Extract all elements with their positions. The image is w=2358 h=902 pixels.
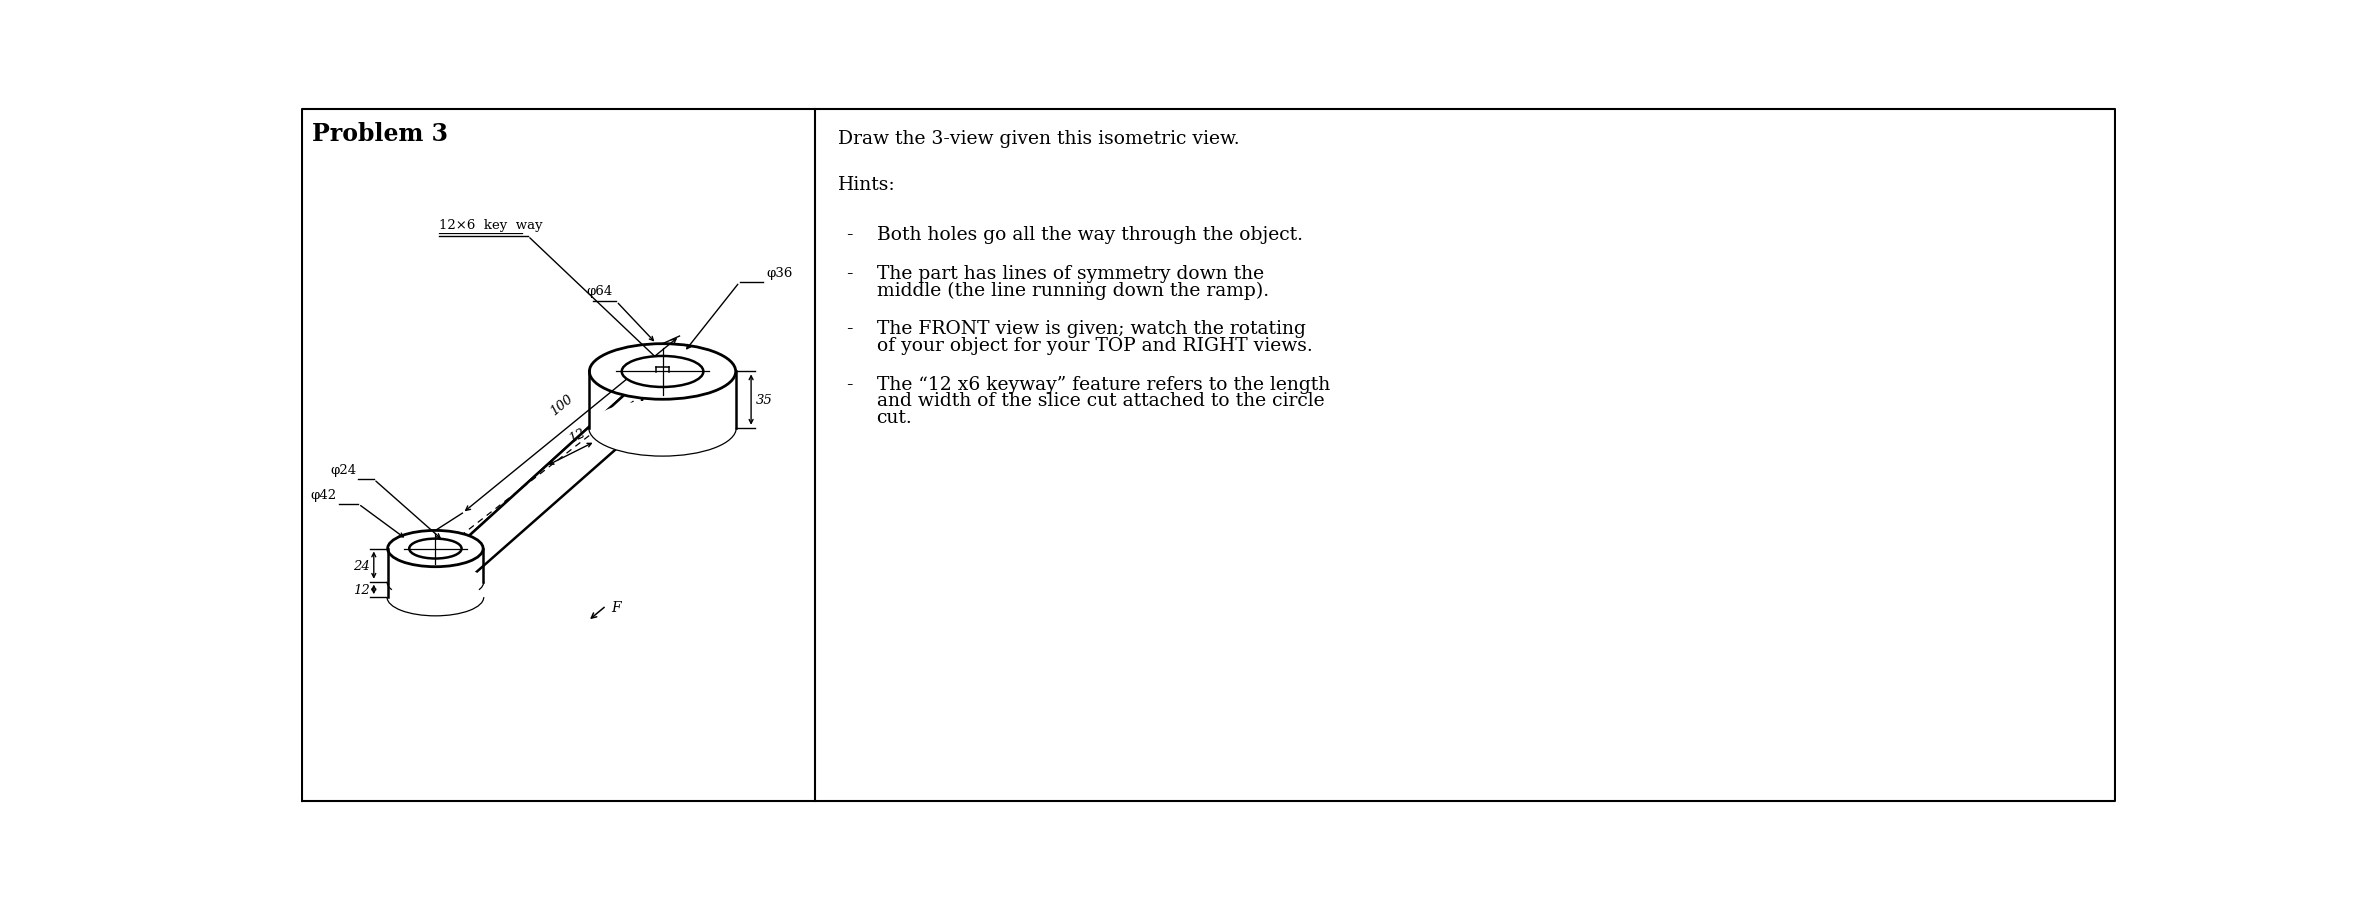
Text: φ36: φ36 [766,267,792,280]
Ellipse shape [387,531,483,567]
Text: 24: 24 [354,559,370,572]
Text: F: F [611,601,620,614]
Text: Draw the 3-view given this isometric view.: Draw the 3-view given this isometric vie… [837,130,1240,148]
Ellipse shape [639,319,785,375]
Ellipse shape [387,564,483,600]
Ellipse shape [410,539,462,559]
Text: 12: 12 [566,426,587,445]
Ellipse shape [387,579,483,615]
Text: φ64: φ64 [587,285,613,299]
Text: φ24: φ24 [330,464,356,476]
Polygon shape [450,380,641,596]
Text: Hints:: Hints: [837,176,896,194]
Text: middle (the line running down the ramp).: middle (the line running down the ramp). [877,281,1269,299]
Text: -: - [847,319,851,337]
Ellipse shape [623,356,703,388]
Text: 12: 12 [354,584,370,596]
Text: Problem 3: Problem 3 [311,122,448,146]
Ellipse shape [590,400,736,456]
Text: Both holes go all the way through the object.: Both holes go all the way through the ob… [877,226,1302,244]
Text: 100: 100 [547,391,575,418]
Text: -: - [847,375,851,393]
Text: -: - [847,226,851,244]
Text: The “12 x6 keyway” feature refers to the length: The “12 x6 keyway” feature refers to the… [877,375,1330,393]
Text: The part has lines of symmetry down the: The part has lines of symmetry down the [877,264,1264,282]
Polygon shape [450,354,691,554]
Ellipse shape [590,345,736,400]
Text: 12×6  key  way: 12×6 key way [439,219,542,232]
Text: of your object for your TOP and RIGHT views.: of your object for your TOP and RIGHT vi… [877,336,1313,354]
Text: and width of the slice cut attached to the circle: and width of the slice cut attached to t… [877,392,1325,410]
Text: cut.: cut. [877,409,913,427]
Text: -: - [847,264,851,282]
Text: φ42: φ42 [311,488,337,502]
Text: The FRONT view is given; watch the rotating: The FRONT view is given; watch the rotat… [877,319,1306,337]
Text: 35: 35 [755,393,773,407]
